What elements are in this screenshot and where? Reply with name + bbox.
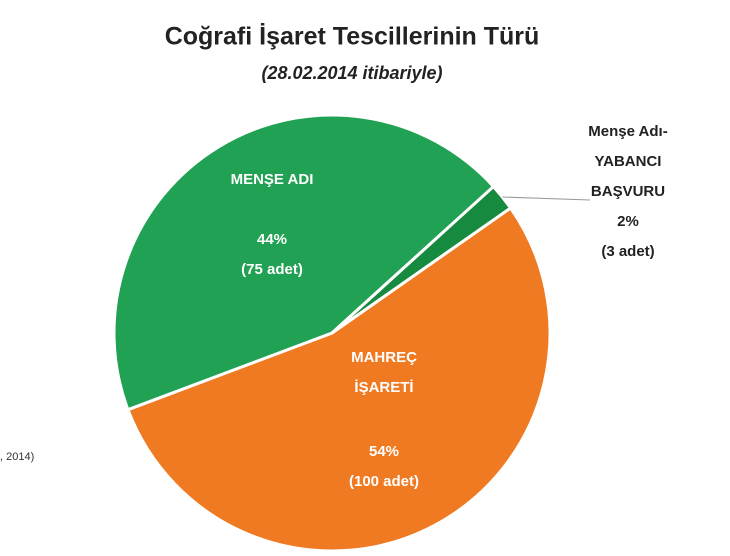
slice-label: MAHREÇ bbox=[351, 349, 417, 366]
chart-title: Coğrafi İşaret Tescillerinin Türü bbox=[165, 23, 540, 51]
slice-count-label: (100 adet) bbox=[349, 473, 419, 490]
slice-label: BAŞVURU bbox=[591, 183, 665, 200]
pie-slice bbox=[330, 184, 513, 335]
leader-line bbox=[502, 196, 591, 201]
slice-value-label: 54% bbox=[369, 443, 399, 460]
slice-count-label: (75 adet) bbox=[241, 261, 303, 278]
slice-label: İŞARETİ bbox=[354, 379, 413, 396]
slice-label: Menşe Adı- bbox=[588, 123, 667, 140]
slice-label: YABANCI bbox=[595, 153, 662, 170]
pie-slice bbox=[112, 113, 496, 412]
chart-subtitle: (28.02.2014 itibariyle) bbox=[261, 63, 442, 83]
pie-slice bbox=[126, 205, 552, 553]
slice-value-label: 44% bbox=[257, 231, 287, 248]
note: , 2014) bbox=[0, 451, 34, 463]
slice-label: MENŞE ADI bbox=[231, 171, 314, 188]
slice-value-label: 2% bbox=[617, 213, 639, 230]
slice-count-label: (3 adet) bbox=[601, 243, 654, 260]
